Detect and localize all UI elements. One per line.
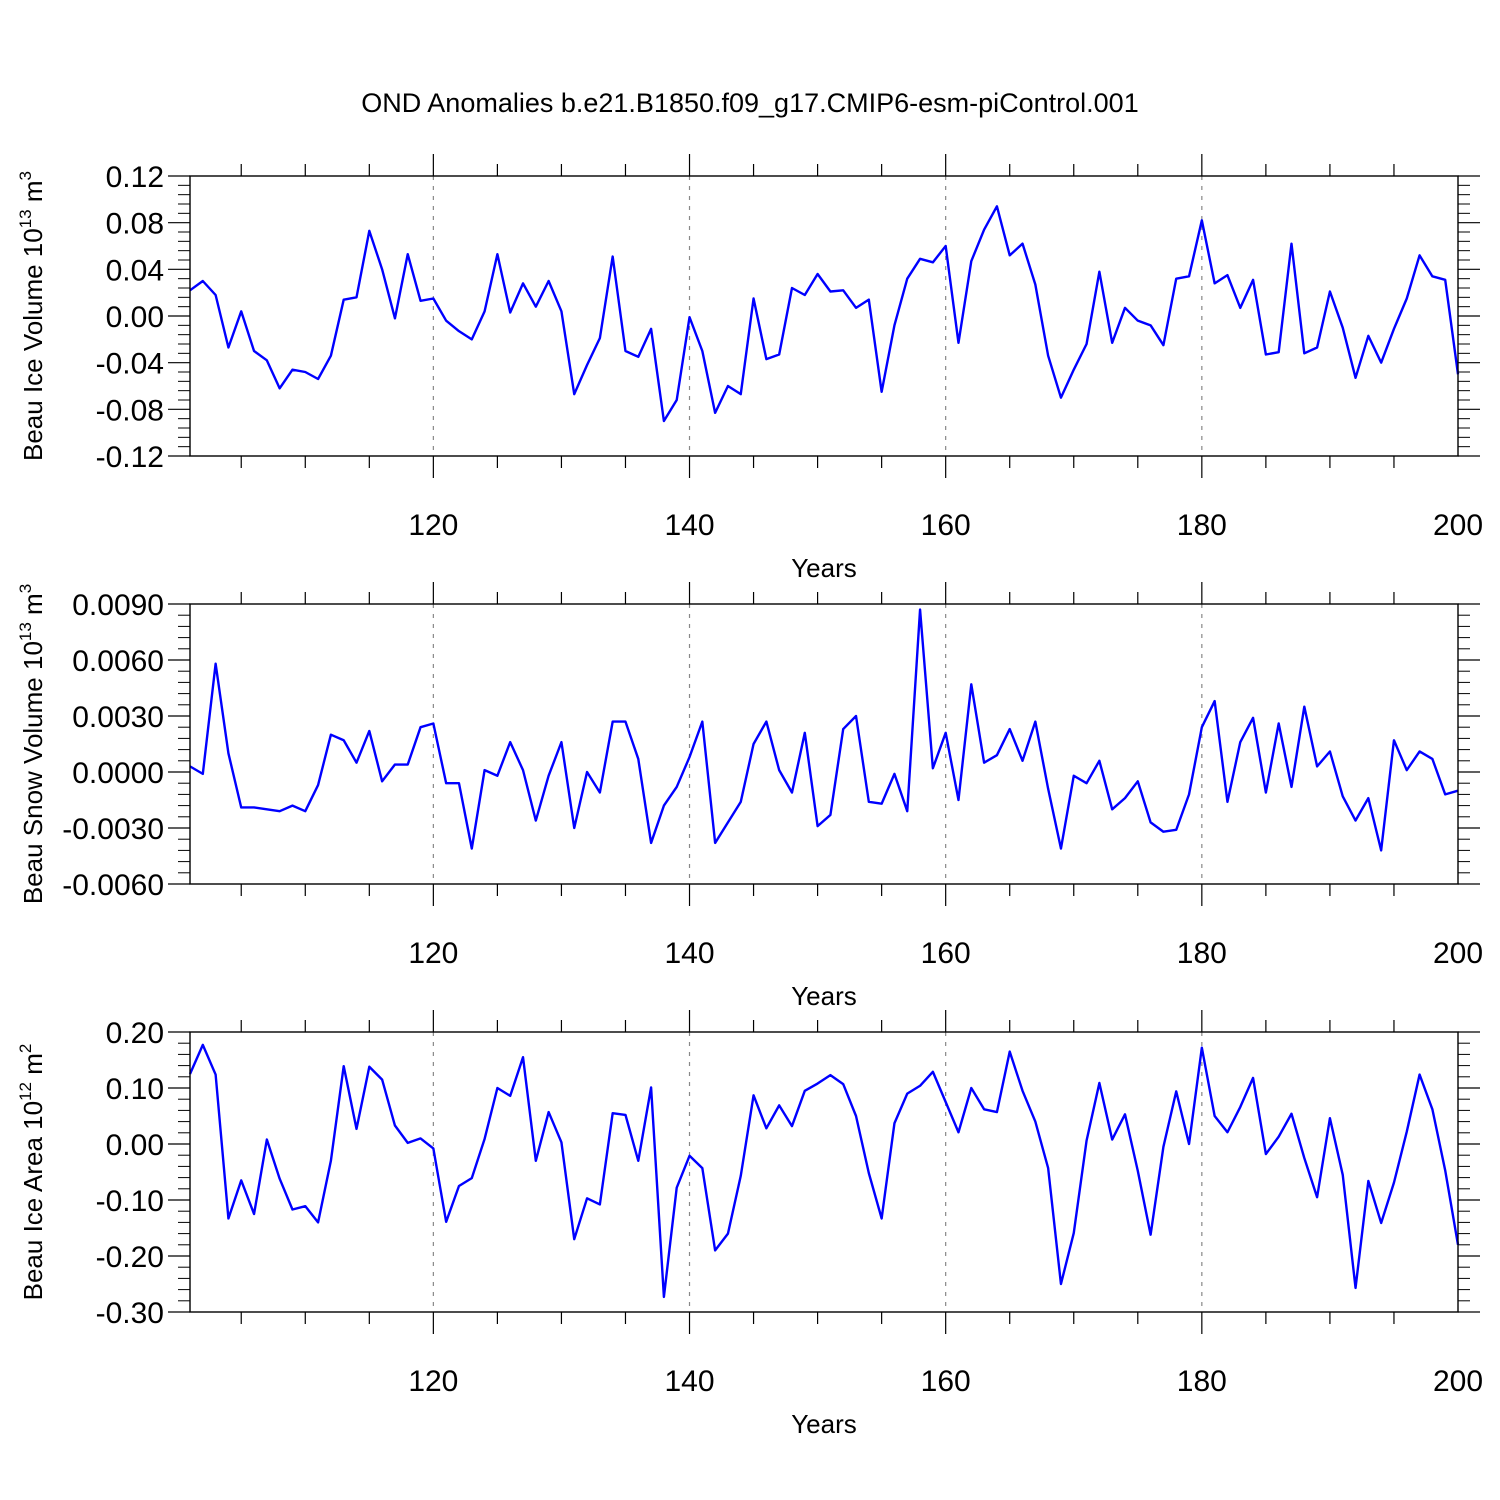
y-axis-label: Beau Ice Volume 1013 m3: [16, 171, 48, 461]
x-tick-label: 160: [921, 1365, 971, 1398]
y-tick-label: -0.0060: [62, 869, 164, 902]
y-axis-label: Beau Ice Area 1012 m2: [16, 1044, 48, 1301]
panel-1: -0.12 -0.08 -0.04 0.00 0.04 0.08 0.12 120 140 160…: [16, 154, 1483, 583]
chart-title: OND Anomalies b.e21.B1850.f09_g17.CMIP6-…: [361, 88, 1138, 118]
plot-frame: [189, 1031, 1459, 1313]
x-axis-label: Years: [791, 553, 857, 583]
series-line: [188, 1043, 1460, 1299]
x-tick-label: 120: [408, 1365, 458, 1398]
y-tick-label: 0.0030: [72, 701, 164, 734]
y-axis-label: Beau Snow Volume 1013 m3: [16, 584, 48, 904]
plot-frame: [189, 175, 1459, 457]
y-tick-label: 0.00: [106, 301, 164, 334]
x-tick-label: 120: [408, 509, 458, 542]
x-tick-label: 180: [1177, 937, 1227, 970]
y-tick-label: -0.08: [96, 394, 164, 427]
y-tick-label: -0.20: [96, 1241, 164, 1274]
y-tick-label: -0.12: [96, 441, 164, 474]
x-tick-label: 160: [921, 509, 971, 542]
x-tick-label: 200: [1433, 509, 1483, 542]
y-tick-label: 0.10: [106, 1073, 164, 1106]
panel-3: -0.30 -0.20 -0.10 0.00 0.10 0.20 120 140 160 180 2…: [16, 1010, 1483, 1439]
x-axis-label: Years: [791, 1409, 857, 1439]
y-tick-label: 0.20: [106, 1017, 164, 1050]
y-tick-label: -0.04: [96, 348, 164, 381]
x-tick-label: 120: [408, 937, 458, 970]
series-line: [189, 205, 1460, 423]
series-line: [189, 608, 1459, 852]
y-tick-label: -0.0030: [62, 813, 164, 846]
x-tick-label: 140: [664, 509, 714, 542]
y-tick-label: 0.0000: [72, 757, 164, 790]
y-tick-label: 0.00: [106, 1129, 164, 1162]
x-tick-label: 140: [664, 1365, 714, 1398]
panel-2: -0.0060 -0.0030 0.0000 0.0030 0.0060 0.0090 12…: [16, 582, 1483, 1011]
chart-panels: -0.12 -0.08 -0.04 0.00 0.04 0.08 0.12 120 140 160…: [16, 154, 1483, 1439]
y-tick-label: 0.08: [106, 208, 164, 241]
x-tick-label: 160: [921, 937, 971, 970]
x-tick-label: 200: [1433, 937, 1483, 970]
y-tick-label: -0.10: [96, 1185, 164, 1218]
y-tick-label: -0.30: [96, 1297, 164, 1330]
y-tick-label: 0.12: [106, 161, 164, 194]
x-axis-label: Years: [791, 981, 857, 1011]
y-tick-label: 0.0090: [72, 589, 164, 622]
y-tick-label: 0.04: [106, 254, 164, 287]
x-tick-label: 180: [1177, 509, 1227, 542]
x-tick-label: 180: [1177, 1365, 1227, 1398]
x-tick-label: 200: [1433, 1365, 1483, 1398]
y-tick-label: 0.0060: [72, 645, 164, 678]
plot-frame: [189, 603, 1459, 885]
x-tick-label: 140: [664, 937, 714, 970]
